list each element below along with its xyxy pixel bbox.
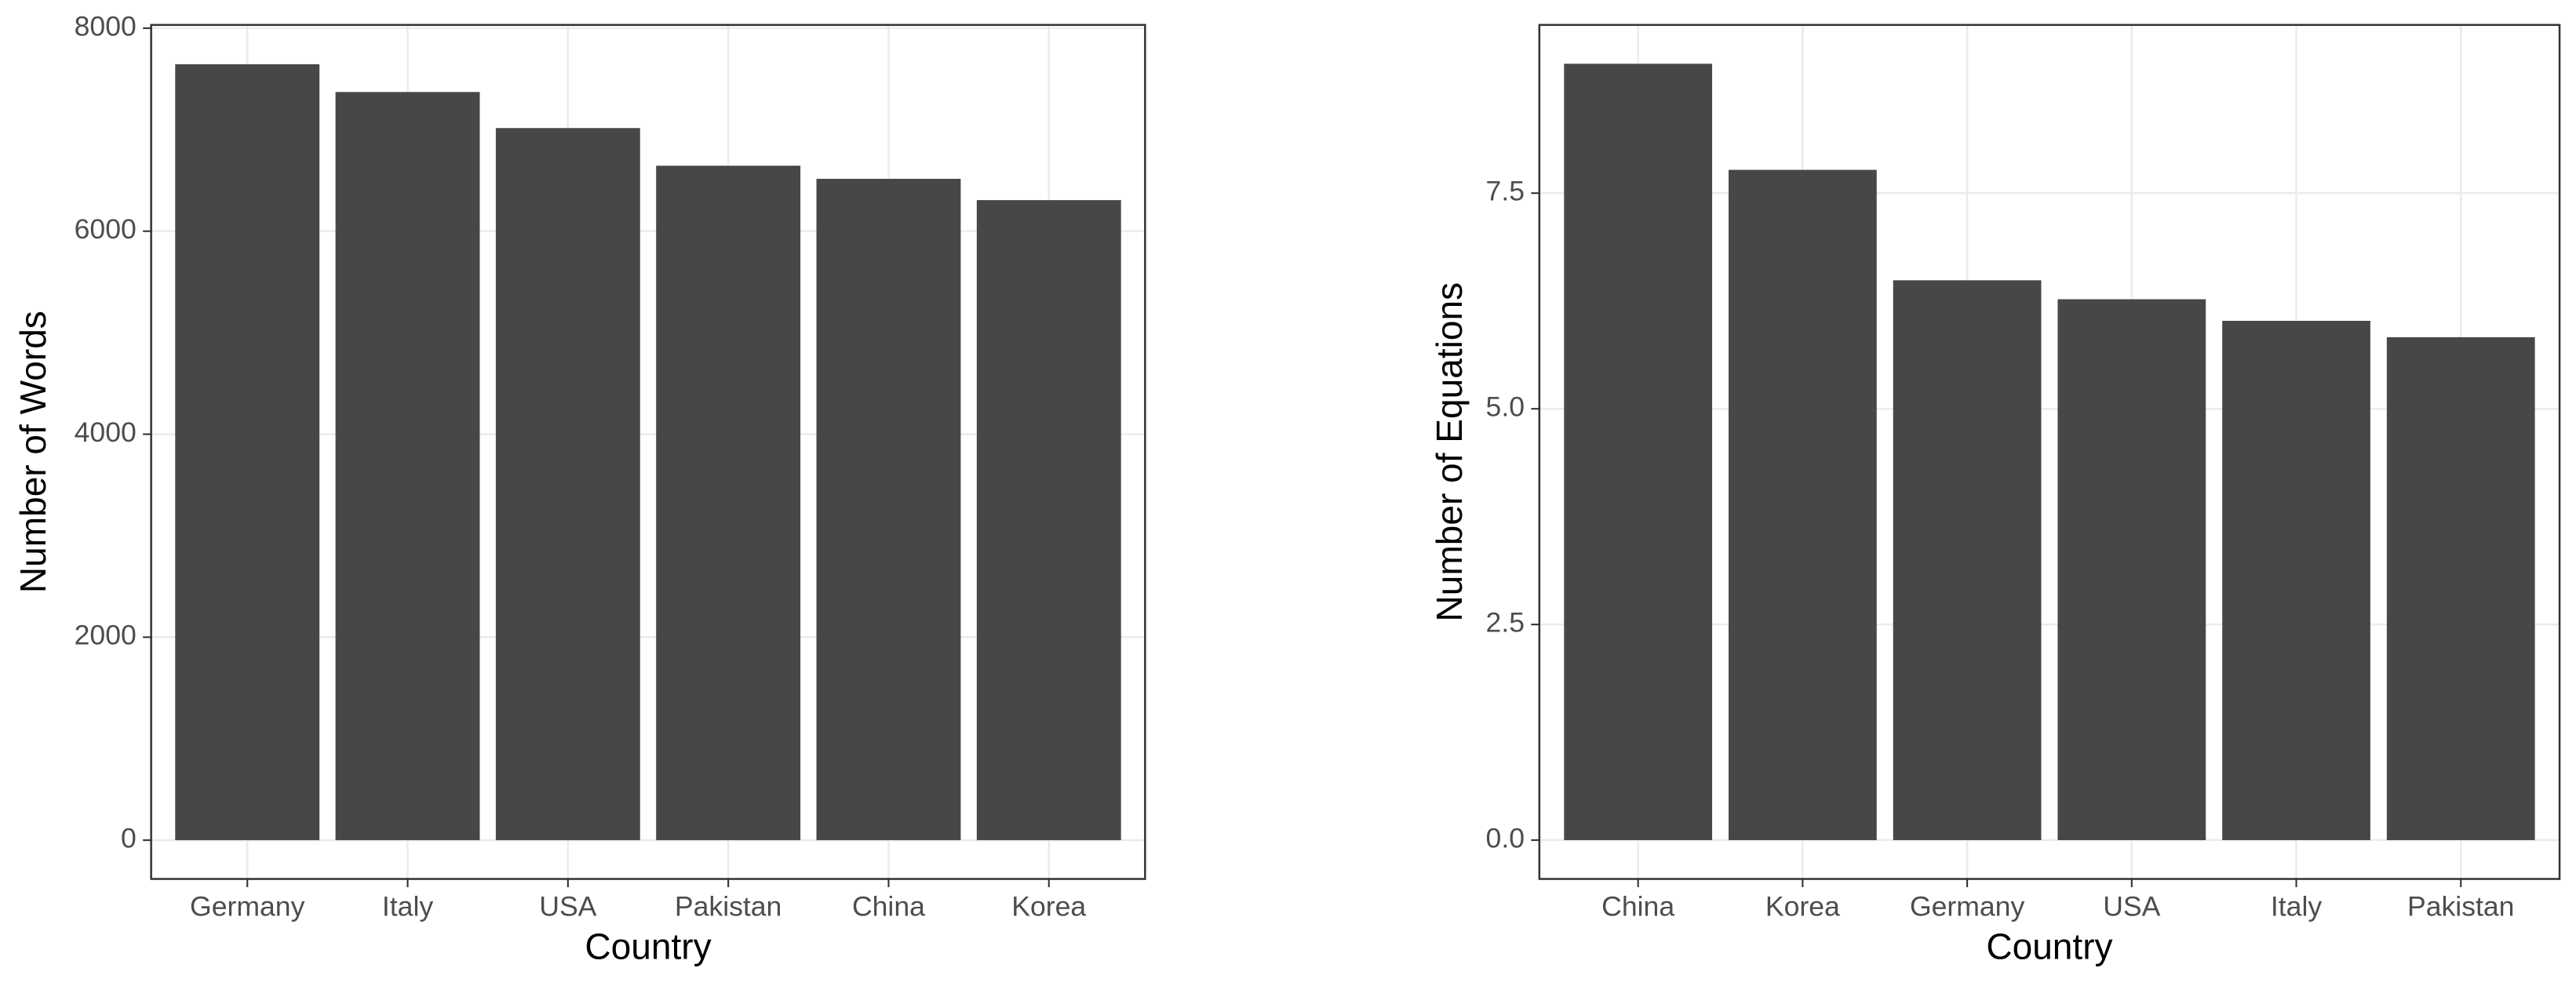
x-tick-label: Italy bbox=[2271, 891, 2322, 922]
bar bbox=[2057, 299, 2206, 841]
x-tick-label: USA bbox=[539, 891, 596, 922]
x-tick-label: Germany bbox=[1910, 891, 2025, 922]
panel-border bbox=[150, 24, 1146, 880]
bar bbox=[1564, 64, 1713, 841]
x-tick-label: China bbox=[1601, 891, 1674, 922]
y-tick-label: 6000 bbox=[75, 213, 137, 245]
x-tick-label: Germany bbox=[190, 891, 305, 922]
bar bbox=[1729, 169, 1877, 841]
y-tick-label: 8000 bbox=[75, 10, 137, 42]
y-tick-label: 0 bbox=[121, 823, 137, 854]
panel-border bbox=[1538, 24, 2561, 880]
y-tick-label: 0.0 bbox=[1486, 822, 1525, 853]
bar bbox=[976, 200, 1121, 841]
bar bbox=[2222, 320, 2370, 841]
y-tick-label: 4000 bbox=[75, 417, 137, 448]
x-tick-label: Korea bbox=[1011, 891, 1086, 922]
x-tick-label: USA bbox=[2103, 891, 2160, 922]
bar bbox=[2386, 337, 2535, 841]
y-tick-label: 2000 bbox=[75, 620, 137, 651]
bar bbox=[656, 166, 801, 841]
bar bbox=[495, 128, 640, 841]
bar bbox=[335, 92, 480, 841]
bar bbox=[816, 178, 961, 841]
bar bbox=[1893, 280, 2042, 841]
y-axis-title: Number of Words bbox=[13, 311, 53, 593]
x-tick-label: Korea bbox=[1765, 891, 1840, 922]
x-tick-label: Italy bbox=[382, 891, 433, 922]
x-tick-label: Pakistan bbox=[675, 891, 782, 922]
y-tick-label: 5.0 bbox=[1486, 391, 1525, 423]
x-tick-label: Pakistan bbox=[2407, 891, 2514, 922]
y-tick-label: 2.5 bbox=[1486, 607, 1525, 639]
y-axis-title: Number of Equations bbox=[1429, 282, 1470, 622]
y-tick-label: 7.5 bbox=[1486, 176, 1525, 207]
x-axis-title: Country bbox=[1986, 926, 2112, 967]
bar bbox=[175, 64, 320, 841]
x-tick-label: China bbox=[852, 891, 925, 922]
x-axis-title: Country bbox=[585, 926, 711, 967]
